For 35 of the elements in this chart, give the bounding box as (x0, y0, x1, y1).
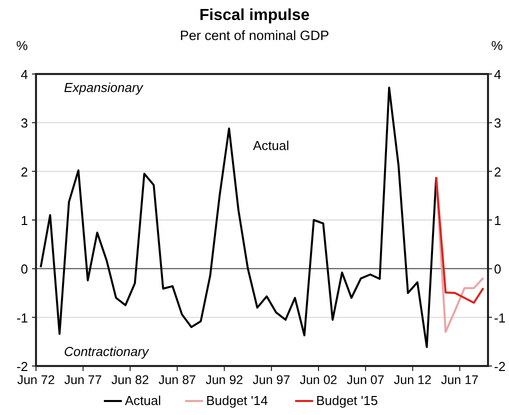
y-tick-label: 3 (20, 116, 28, 131)
y2-axis-title: % (491, 38, 504, 53)
x-tick-label: Jun 12 (394, 373, 432, 387)
y2-tick-label: 4 (494, 67, 502, 82)
y-tick-label: -2 (16, 359, 28, 374)
y2-tick-label: 3 (494, 116, 502, 131)
y-tick-label: 4 (20, 67, 28, 82)
y2-tick-label: -1 (494, 310, 506, 326)
x-tick-label: Jun 97 (252, 373, 290, 387)
y2-tick-label: 2 (494, 164, 502, 180)
y-tick-label: 2 (20, 164, 28, 180)
y2-tick-label: 1 (494, 213, 502, 228)
x-tick-label: Jun 87 (158, 373, 196, 387)
x-tick-label: Jun 92 (206, 373, 244, 387)
x-tick-label: Jun 72 (17, 373, 55, 387)
y-axis-title: % (16, 38, 28, 53)
x-tick-label: Jun 77 (64, 373, 102, 387)
annotation: Expansionary (64, 80, 144, 95)
y-tick-label: 0 (20, 262, 28, 277)
x-tick-label: Jun 02 (300, 373, 338, 387)
y2-tick-label: 0 (494, 262, 502, 277)
annotation: Contractionary (64, 344, 150, 359)
legend-label: Actual (124, 393, 162, 408)
chart-subtitle: Per cent of nominal GDP (180, 28, 330, 43)
y-tick-label: 1 (20, 213, 28, 228)
x-tick-label: Jun 07 (346, 373, 384, 387)
y-tick-label: -1 (16, 310, 28, 326)
chart-title: Fiscal impulse (199, 7, 310, 24)
legend-label: Budget '14 (206, 393, 268, 408)
y2-tick-label: -2 (494, 359, 506, 374)
line-series (435, 176, 484, 304)
legend-label: Budget '15 (316, 393, 378, 408)
x-tick-label: Jun 82 (111, 373, 149, 387)
annotation: Actual (252, 138, 290, 153)
x-tick-label: Jun 17 (440, 373, 479, 387)
